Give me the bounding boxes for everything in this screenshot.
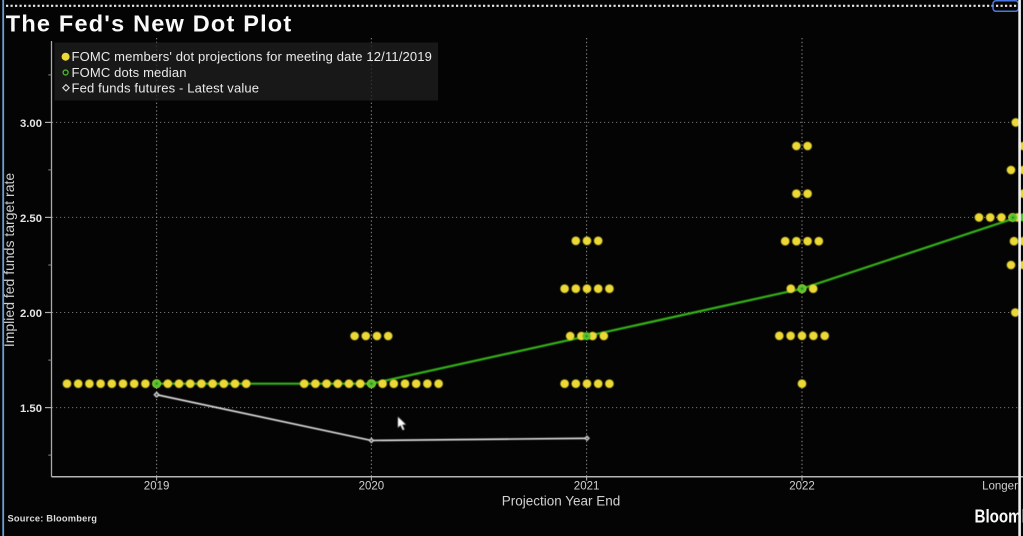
svg-text:FOMC dots median: FOMC dots median [72, 65, 187, 80]
svg-text:Projection Year End: Projection Year End [502, 494, 621, 509]
svg-text:Fed funds futures - Latest val: Fed funds futures - Latest value [72, 80, 260, 95]
svg-text:2021: 2021 [574, 481, 600, 493]
svg-text:1.50: 1.50 [20, 403, 42, 415]
svg-text:2.50: 2.50 [20, 213, 42, 225]
svg-text:The Fed's New Dot Plot: The Fed's New Dot Plot [6, 11, 293, 37]
svg-text:Source: Bloomberg: Source: Bloomberg [8, 513, 98, 523]
svg-text:2020: 2020 [359, 481, 385, 493]
svg-text:2.00: 2.00 [20, 308, 42, 320]
svg-text:FOMC members' dot projections: FOMC members' dot projections for meetin… [72, 49, 433, 64]
svg-text:3.00: 3.00 [20, 118, 42, 130]
svg-text:Implied fed funds target rate: Implied fed funds target rate [1, 173, 17, 348]
svg-text:Bloomberg: Bloomberg [975, 506, 1023, 527]
svg-text:Longer: Longer [982, 481, 1018, 493]
svg-text:2019: 2019 [144, 481, 170, 493]
svg-text:2022: 2022 [789, 481, 815, 493]
